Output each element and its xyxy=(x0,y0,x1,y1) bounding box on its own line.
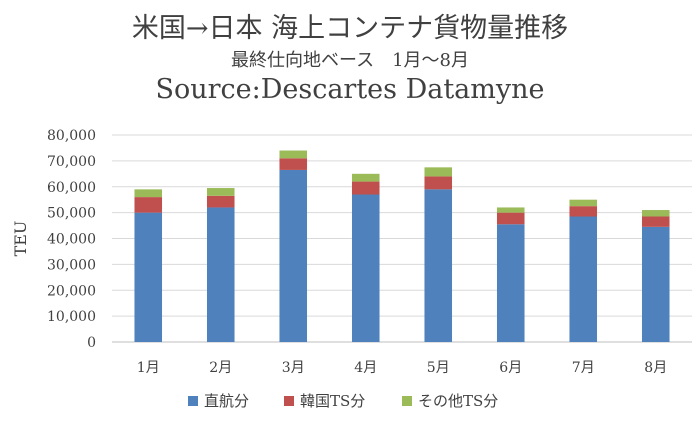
chart-subtitle: 最終仕向地ベース 1月～8月 xyxy=(230,50,469,71)
bar-other-ts xyxy=(496,207,525,213)
legend-label: 直航分 xyxy=(204,392,249,410)
bar-direct xyxy=(134,212,163,342)
legend-label: その他TS分 xyxy=(418,392,498,410)
bar-korea-ts xyxy=(569,206,598,217)
y-axis-title: TEU xyxy=(11,221,30,257)
chart-source: Source:Descartes Datamyne xyxy=(155,74,545,105)
x-tick-label: 2月 xyxy=(209,360,232,376)
bar-other-ts xyxy=(424,167,453,177)
legend-swatch xyxy=(284,396,294,406)
legend-label: 韓国TS分 xyxy=(300,392,365,410)
y-tick-label: 80,000 xyxy=(47,128,96,144)
y-tick-label: 50,000 xyxy=(47,206,96,222)
x-tick-label: 7月 xyxy=(572,360,595,376)
y-tick-label: 10,000 xyxy=(47,309,96,325)
bar-korea-ts xyxy=(279,158,308,170)
y-tick-label: 60,000 xyxy=(47,180,96,196)
y-tick-label: 30,000 xyxy=(47,257,96,273)
bar-other-ts xyxy=(206,188,235,196)
x-tick-label: 1月 xyxy=(137,360,160,376)
bar-other-ts xyxy=(641,210,670,217)
x-tick-label: 6月 xyxy=(499,360,522,376)
x-tick-label: 5月 xyxy=(427,360,450,376)
bar-korea-ts xyxy=(134,197,163,213)
bar-other-ts xyxy=(569,199,598,207)
legend-swatch xyxy=(188,396,198,406)
bar-other-ts xyxy=(134,189,163,198)
bar-direct xyxy=(351,194,380,342)
x-tick-label: 8月 xyxy=(644,360,667,376)
bar-korea-ts xyxy=(206,195,235,208)
bar-direct xyxy=(641,226,670,342)
bar-direct xyxy=(206,207,235,342)
bar-korea-ts xyxy=(424,176,453,190)
y-tick-label: 20,000 xyxy=(47,283,96,299)
bar-korea-ts xyxy=(351,181,380,195)
bar-direct xyxy=(569,216,598,342)
x-tick-label: 4月 xyxy=(354,360,377,376)
chart-title: 米国→日本 海上コンテナ貨物量推移 xyxy=(131,13,569,44)
y-tick-label: 70,000 xyxy=(47,154,96,170)
y-tick-label: 0 xyxy=(87,335,96,351)
legend-swatch xyxy=(402,396,412,406)
y-tick-label: 40,000 xyxy=(47,232,96,248)
bar-direct xyxy=(496,224,525,342)
bar-korea-ts xyxy=(496,212,525,225)
bar-direct xyxy=(424,189,453,342)
bar-other-ts xyxy=(279,150,308,159)
bar-korea-ts xyxy=(641,216,670,227)
bar-direct xyxy=(279,169,308,342)
bar-other-ts xyxy=(351,173,380,182)
x-tick-label: 3月 xyxy=(282,360,305,376)
